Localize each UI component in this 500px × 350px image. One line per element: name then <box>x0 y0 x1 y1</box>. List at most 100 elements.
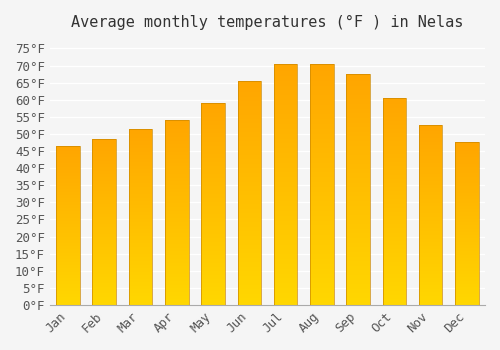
Bar <box>274 230 297 233</box>
Bar <box>238 90 261 92</box>
Bar <box>419 296 442 298</box>
Bar <box>310 168 334 170</box>
Bar <box>92 158 116 159</box>
Bar <box>128 275 152 277</box>
Bar <box>419 129 442 131</box>
Bar <box>238 83 261 85</box>
Bar <box>382 131 406 133</box>
Bar <box>382 256 406 257</box>
Bar <box>165 274 188 275</box>
Bar <box>419 282 442 284</box>
Bar <box>238 103 261 106</box>
Bar <box>56 186 80 187</box>
Bar <box>128 141 152 143</box>
Bar <box>310 199 334 201</box>
Bar <box>419 240 442 242</box>
Bar <box>346 95 370 97</box>
Bar <box>310 175 334 177</box>
Bar <box>419 167 442 168</box>
Bar <box>165 144 188 146</box>
Bar <box>202 218 225 220</box>
Bar <box>56 222 80 224</box>
Bar <box>202 149 225 152</box>
Bar <box>274 204 297 206</box>
Bar <box>346 300 370 303</box>
Bar <box>92 149 116 151</box>
Bar <box>238 92 261 94</box>
Bar <box>274 199 297 201</box>
Bar <box>202 277 225 279</box>
Bar <box>238 85 261 88</box>
Bar <box>310 247 334 250</box>
Bar <box>419 230 442 231</box>
Bar <box>419 222 442 224</box>
Bar <box>165 229 188 231</box>
Bar <box>128 206 152 208</box>
Bar <box>92 290 116 292</box>
Bar <box>382 210 406 212</box>
Bar <box>202 156 225 158</box>
Bar <box>455 290 478 292</box>
Bar <box>238 114 261 117</box>
Bar <box>92 187 116 189</box>
Bar <box>238 170 261 173</box>
Bar <box>382 183 406 185</box>
Bar <box>310 225 334 228</box>
Bar <box>419 249 442 251</box>
Bar <box>274 264 297 266</box>
Bar <box>202 194 225 196</box>
Bar <box>346 298 370 300</box>
Bar <box>202 160 225 162</box>
Bar <box>455 266 478 268</box>
Bar <box>238 162 261 164</box>
Bar <box>165 185 188 187</box>
Bar <box>202 146 225 148</box>
Bar <box>382 284 406 286</box>
Bar <box>455 173 478 175</box>
Bar <box>455 240 478 241</box>
Bar <box>202 107 225 109</box>
Bar <box>382 98 406 100</box>
Bar <box>202 103 225 305</box>
Bar <box>346 150 370 153</box>
Bar <box>346 162 370 164</box>
Bar <box>238 253 261 256</box>
Bar <box>128 238 152 240</box>
Bar <box>56 211 80 213</box>
Bar <box>419 262 442 264</box>
Bar <box>310 182 334 184</box>
Bar <box>128 241 152 243</box>
Bar <box>310 235 334 238</box>
Bar <box>238 121 261 124</box>
Bar <box>274 170 297 172</box>
Bar <box>419 125 442 127</box>
Bar <box>238 278 261 280</box>
Bar <box>346 88 370 90</box>
Bar <box>419 127 442 129</box>
Bar <box>382 272 406 274</box>
Bar <box>310 150 334 153</box>
Bar <box>202 176 225 178</box>
Bar <box>92 295 116 297</box>
Bar <box>165 181 188 183</box>
Bar <box>382 197 406 199</box>
Bar <box>128 215 152 217</box>
Bar <box>165 133 188 135</box>
Bar <box>310 196 334 199</box>
Bar <box>128 138 152 139</box>
Bar <box>92 240 116 242</box>
Bar <box>202 154 225 156</box>
Bar <box>92 141 116 142</box>
Bar <box>202 297 225 299</box>
Bar <box>455 167 478 168</box>
Bar <box>274 155 297 158</box>
Bar <box>92 299 116 300</box>
Bar <box>310 271 334 274</box>
Bar <box>128 136 152 138</box>
Bar <box>274 163 297 165</box>
Bar <box>455 278 478 279</box>
Bar <box>238 276 261 278</box>
Bar <box>238 200 261 202</box>
Bar <box>128 180 152 182</box>
Bar <box>382 148 406 150</box>
